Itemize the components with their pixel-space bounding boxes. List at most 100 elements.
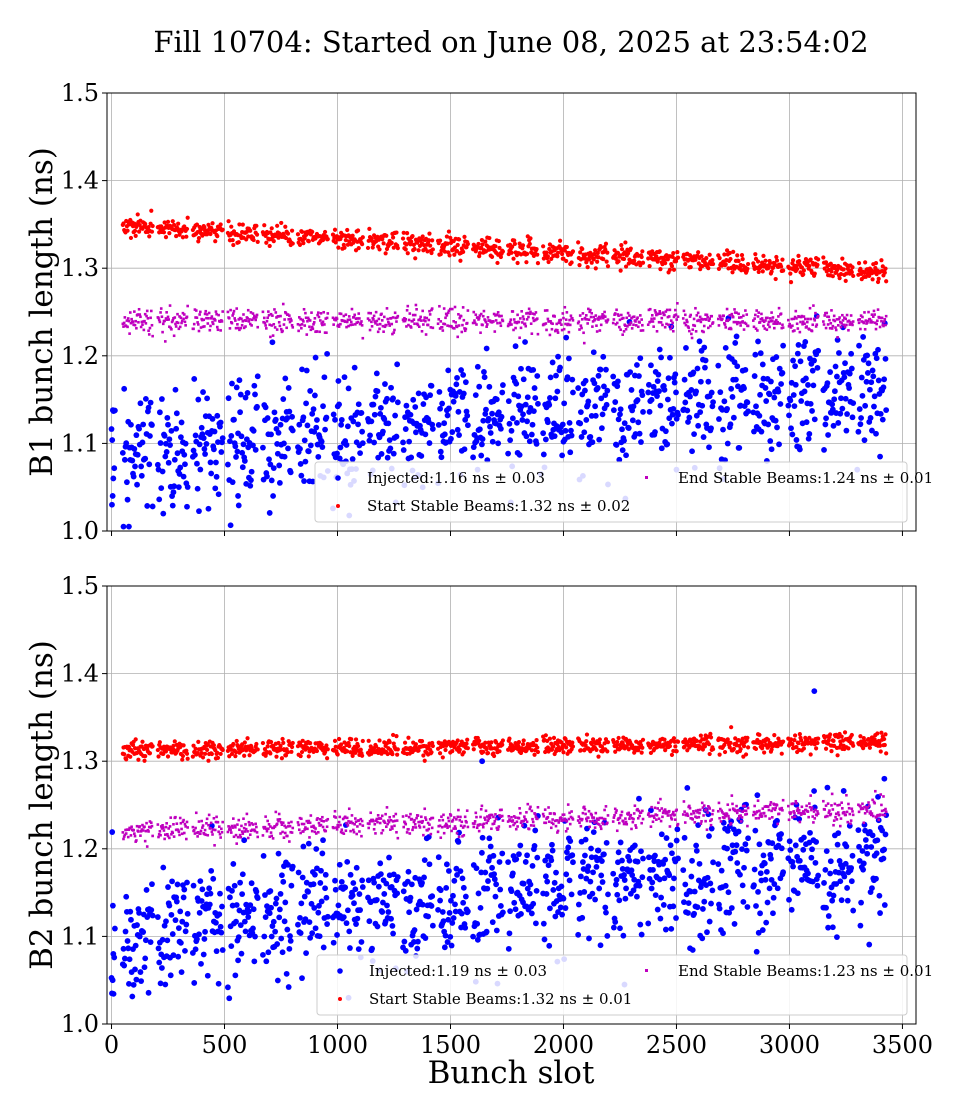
b1-point-end-stable (738, 321, 742, 324)
b2-point-end-stable (411, 825, 415, 829)
b1-point-start-stable (133, 233, 138, 238)
b1-point-end-stable (824, 326, 828, 330)
b2-point-injected (183, 921, 190, 928)
b1-point-end-stable (372, 318, 375, 321)
b2-point-end-stable (129, 834, 133, 837)
b2-point-injected (460, 884, 467, 891)
b2-point-end-stable (413, 818, 416, 822)
b1-point-start-stable (196, 239, 201, 244)
b2-point-injected (351, 900, 357, 907)
b1-point-injected (836, 350, 842, 356)
b2-point-end-stable (694, 809, 698, 813)
b2-point-injected (377, 860, 384, 867)
b1-point-end-stable (810, 329, 814, 333)
b1-point-injected (778, 381, 784, 387)
b2-point-end-stable (218, 832, 222, 836)
b1-point-injected (590, 349, 597, 356)
b2-point-injected (830, 892, 837, 899)
b1-point-end-stable (581, 312, 585, 315)
b1-point-injected (437, 448, 444, 455)
b2-point-end-stable (655, 818, 658, 821)
b2-point-end-stable (315, 818, 319, 821)
b1-point-end-stable (791, 324, 794, 328)
b1-point-end-stable (231, 314, 234, 317)
b1-point-end-stable (146, 317, 150, 320)
b2-point-injected (230, 861, 237, 867)
b2-point-injected (375, 883, 382, 890)
b1-point-end-stable (865, 321, 869, 325)
b1-point-end-stable (722, 314, 725, 318)
b1-point-end-stable (808, 328, 811, 331)
b2-point-end-stable (832, 823, 835, 827)
b1-point-end-stable (520, 310, 523, 313)
b1-point-start-stable (599, 245, 604, 250)
b1-point-injected (629, 417, 636, 424)
b1-point-end-stable (556, 328, 559, 332)
b1-point-injected (728, 385, 735, 392)
b1-point-end-stable (710, 314, 714, 318)
b1-point-start-stable (626, 251, 631, 256)
b2-point-injected (287, 938, 294, 944)
b1-point-end-stable (143, 312, 147, 316)
b1-point-end-stable (347, 315, 351, 318)
b1-point-end-stable (694, 306, 697, 310)
b2-point-end-stable (350, 814, 354, 817)
b1-point-end-stable (412, 318, 416, 321)
b1-point-end-stable (779, 312, 783, 316)
b1-point-end-stable (871, 321, 874, 324)
b1-point-start-stable (617, 253, 623, 258)
b2-point-injected (761, 860, 768, 867)
b1-point-start-stable (663, 261, 668, 266)
b1-point-end-stable (494, 319, 498, 322)
b2-point-end-stable (564, 819, 567, 822)
b1-point-start-stable (445, 241, 450, 246)
b1-point-injected (844, 411, 850, 417)
b1-point-end-stable (234, 319, 237, 322)
b2-point-end-stable (847, 802, 850, 806)
b2-point-end-stable (615, 809, 618, 812)
b1-point-end-stable (664, 310, 668, 313)
b2-point-end-stable (673, 813, 676, 817)
b1-point-injected (549, 359, 556, 366)
b2-point-end-stable (387, 819, 390, 822)
b2-point-end-stable (777, 812, 781, 816)
b1-point-injected (875, 346, 881, 353)
b1-point-end-stable (816, 314, 820, 318)
b1-point-end-stable (795, 317, 798, 320)
b1-point-end-stable (472, 310, 476, 314)
b1-point-start-stable (815, 262, 820, 268)
b2-point-end-stable (769, 801, 773, 804)
b1-point-injected (767, 438, 774, 444)
b1-point-end-stable (255, 313, 259, 317)
b1-point-end-stable (250, 324, 253, 327)
b1-legend-injected: Injected:1.16 ns ± 0.03 (367, 469, 545, 487)
b1-point-injected (774, 424, 780, 431)
b1-point-injected (181, 451, 188, 458)
b1-point-end-stable (652, 325, 655, 328)
b1-point-injected (645, 381, 652, 388)
b1-point-injected (412, 404, 419, 410)
b2-point-injected (621, 877, 628, 883)
b1-point-start-stable (727, 250, 732, 256)
b2-point-injected (324, 913, 331, 920)
b2-point-injected (751, 882, 757, 889)
b2-point-injected (636, 882, 643, 889)
b1-point-injected (596, 436, 603, 443)
b1-point-end-stable (235, 307, 239, 310)
b2-point-injected (838, 897, 845, 904)
b2-point-end-stable (186, 826, 189, 829)
b1-point-injected (204, 395, 211, 402)
b2-point-injected (447, 933, 454, 940)
b2-point-end-stable (221, 820, 225, 824)
b2-point-end-stable (287, 821, 290, 825)
b2-point-end-stable (300, 817, 303, 821)
b1-point-injected (217, 419, 224, 426)
b1-point-injected (174, 450, 181, 457)
b1-point-end-stable (698, 319, 701, 322)
b2-point-end-stable (442, 813, 445, 817)
b2-point-end-stable (419, 820, 422, 824)
b2-point-end-stable (757, 816, 761, 820)
b1-point-injected (598, 425, 605, 432)
b2-point-injected (426, 861, 433, 868)
b2-point-end-stable (229, 831, 233, 834)
